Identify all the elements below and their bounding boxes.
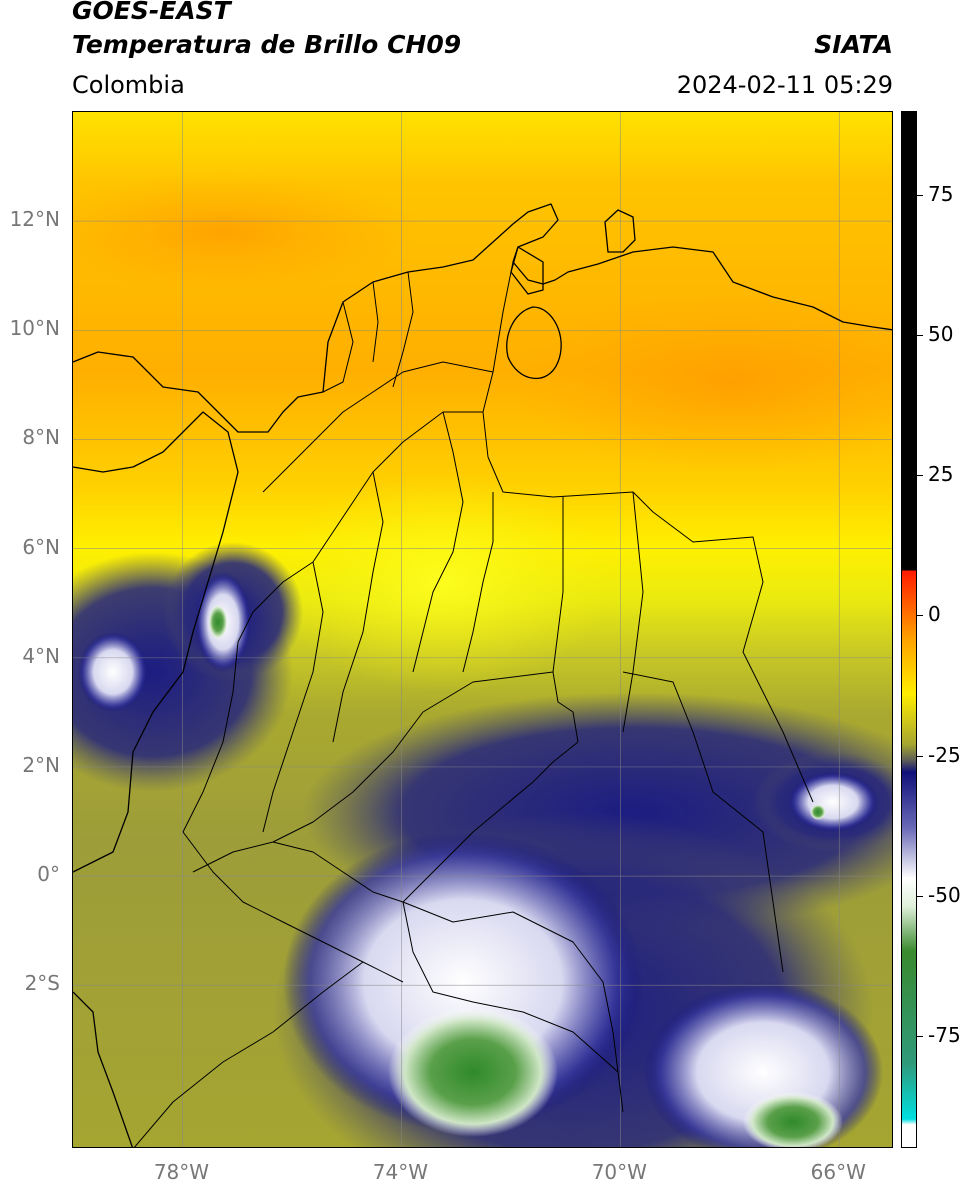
colorbar (901, 111, 917, 1148)
colorbar-tick-label: -75 (928, 1022, 961, 1047)
latitude-tick-label: 10°N (9, 316, 60, 341)
warm-region-north (73, 172, 423, 292)
colorbar-tick-label: -25 (928, 742, 961, 767)
datetime-label: 2024-02-11 05:29 (676, 71, 893, 99)
venezuela-green-core (810, 804, 826, 820)
map-canvas (73, 112, 892, 1147)
colorbar-tick-label: -50 (928, 882, 961, 907)
pacific-core (78, 632, 148, 712)
satellite-map (72, 111, 893, 1148)
colorbar-tick-mark (917, 335, 923, 337)
colorbar-tick-mark (917, 615, 923, 617)
agency-label: SIATA (814, 30, 893, 59)
colorbar-tick-mark (917, 755, 923, 757)
colorbar-tick-label: 0 (928, 602, 941, 627)
satellite-title: GOES-EAST (72, 0, 231, 25)
colorbar-tick-label: 75 (928, 182, 954, 207)
andes-yellow (273, 472, 613, 692)
colorbar-tick-mark (917, 895, 923, 897)
choco-green-core (208, 604, 228, 640)
product-title: Temperatura de Brillo CH09 (72, 30, 462, 59)
latitude-tick-label: 2°N (22, 752, 60, 777)
colorbar-tick-mark (917, 475, 923, 477)
longitude-tick-label: 78°W (153, 1160, 210, 1184)
coastlines (73, 203, 892, 1147)
amazon-green-core (388, 1007, 558, 1137)
colorbar-tick-label: 50 (928, 322, 954, 347)
latitude-tick-label: 6°N (22, 534, 60, 559)
warm-region (513, 292, 892, 472)
longitude-tick-label: 66°W (810, 1160, 866, 1184)
colorbar-tick-mark (917, 195, 923, 197)
colorbar-tick-label: 25 (928, 462, 954, 487)
latitude-tick-label: 0° (37, 862, 60, 887)
region-label: Colombia (72, 71, 185, 99)
latitude-tick-label: 12°N (9, 207, 60, 232)
longitude-tick-label: 74°W (372, 1160, 429, 1184)
amazon-green-core-east (743, 1092, 843, 1147)
graticule (73, 112, 892, 1147)
venezuela-core (788, 772, 878, 832)
longitude-tick-label: 70°W (591, 1160, 647, 1184)
latitude-tick-label: 4°N (22, 643, 60, 668)
latitude-tick-label: 8°N (22, 425, 60, 450)
admin-borders (134, 261, 814, 1147)
colorbar-tick-mark (917, 1035, 923, 1037)
latitude-tick-label: 2°S (24, 971, 60, 996)
